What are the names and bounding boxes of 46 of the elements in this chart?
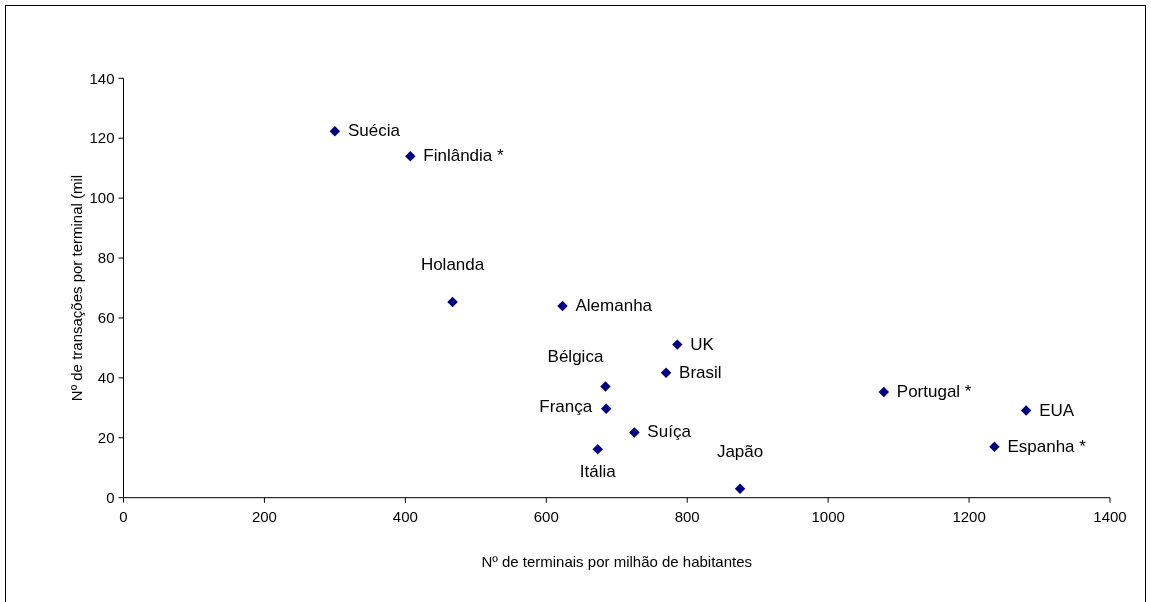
annotation: Alemanha (575, 295, 653, 315)
point (405, 150, 416, 162)
point (672, 339, 683, 350)
y-tick-label: 0 (106, 488, 115, 506)
y-tick-label: 140 (89, 69, 115, 87)
point (629, 427, 640, 438)
x-tick-label: 800 (674, 507, 700, 525)
point (592, 443, 603, 455)
point (660, 367, 672, 379)
y-tick-label: 120 (89, 129, 115, 147)
y-tick-label: 20 (97, 429, 115, 447)
x-tick-label: 1000 (811, 507, 845, 525)
point (600, 403, 612, 414)
point (557, 300, 568, 312)
point (878, 386, 890, 398)
y-tick-label: 100 (89, 189, 115, 207)
annotation: Holanda (420, 255, 485, 275)
y-tick-label: 80 (97, 249, 115, 267)
point (447, 296, 458, 308)
annotation: Brasil (679, 362, 722, 382)
y-tick-label: 40 (97, 369, 115, 387)
y-tick-label: 60 (97, 309, 115, 327)
x-tick-label: 600 (533, 507, 559, 525)
annotation: Finlândia * (423, 146, 504, 166)
point (989, 441, 1000, 453)
y-axis-title: Nº de transações por terminal (mil (68, 174, 85, 402)
annotation: Suécia (347, 121, 401, 141)
annotation: Espanha * (1007, 436, 1087, 456)
annotation: Bélgica (547, 346, 604, 366)
point (600, 381, 611, 392)
point (734, 483, 746, 494)
point (1020, 405, 1032, 416)
x-tick-label: 0 (119, 507, 128, 525)
x-tick-label: 1200 (952, 507, 986, 525)
annotation: Suíça (647, 422, 692, 442)
annotation: Itália (579, 462, 617, 482)
annotation: UK (690, 334, 715, 354)
annotation: EUA (1039, 400, 1075, 420)
point (329, 126, 341, 137)
annotation: Japão (716, 441, 764, 461)
x-axis-title: Nº de terminais por milhão de habitantes (481, 553, 753, 570)
annotation: França (539, 396, 593, 416)
x-tick-label: 400 (392, 507, 418, 525)
annotation: Portugal * (896, 381, 972, 401)
x-tick-label: 200 (251, 507, 277, 525)
x-tick-label: 1400 (1093, 507, 1127, 525)
